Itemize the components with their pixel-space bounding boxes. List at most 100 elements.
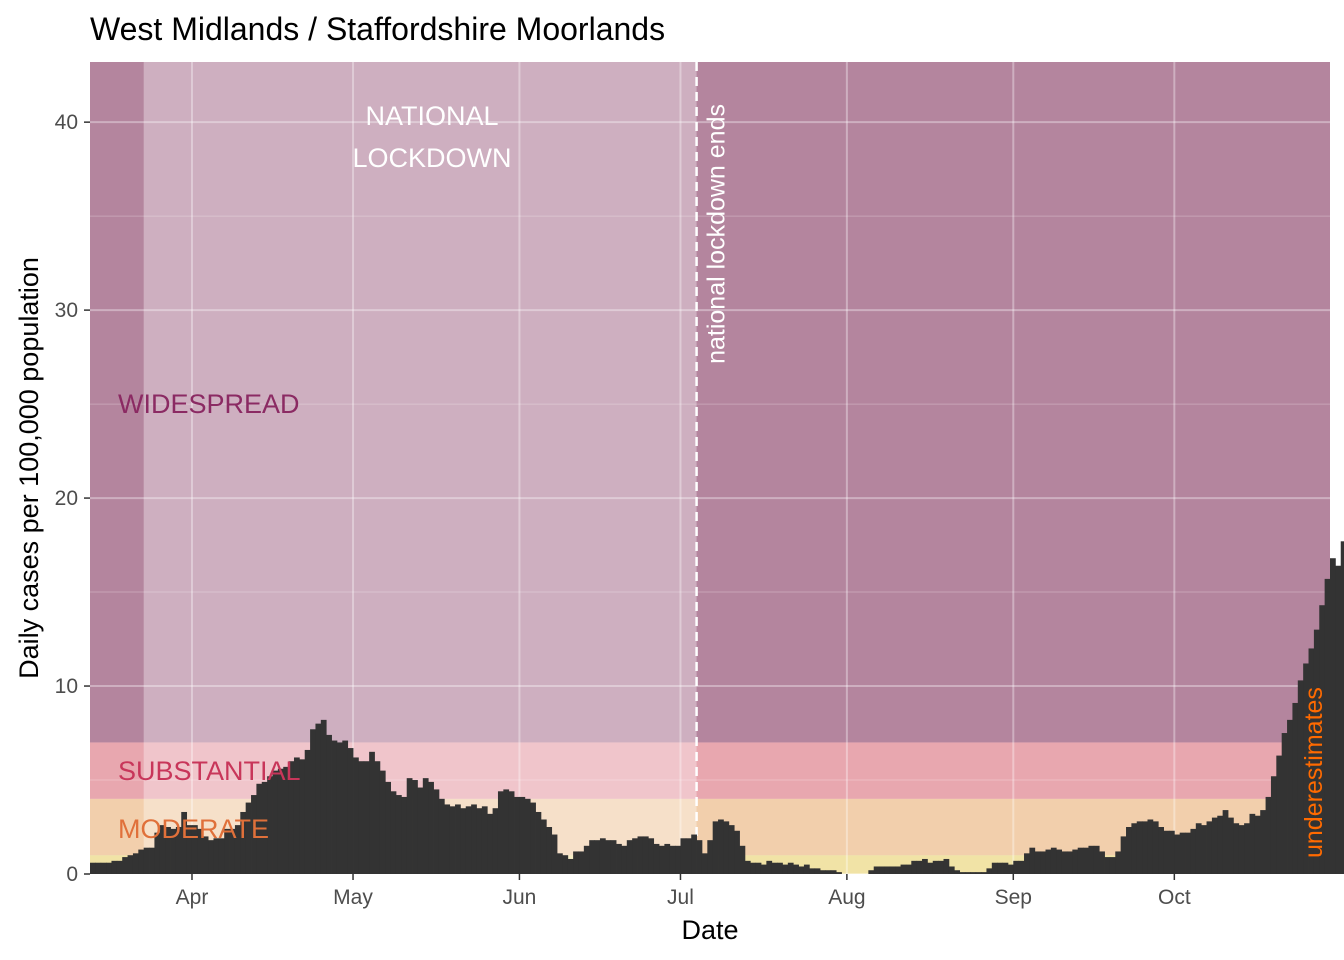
lockdown-overlay (143, 62, 698, 874)
lockdown-label-line2: LOCKDOWN (352, 143, 511, 173)
bar (975, 872, 982, 874)
bar (621, 845, 628, 874)
bar (449, 806, 456, 874)
lockdown-end-label: national lockdown ends (703, 104, 731, 364)
bar (476, 808, 483, 874)
bar (696, 840, 703, 874)
bar (1007, 864, 1014, 874)
bar (154, 832, 161, 874)
bar (820, 870, 826, 874)
bar (175, 827, 182, 874)
bar (798, 866, 805, 874)
bar (181, 811, 188, 874)
bar (916, 860, 923, 874)
bar (637, 836, 644, 874)
bar (213, 838, 220, 874)
bar (1313, 629, 1320, 874)
bar (524, 798, 531, 874)
bar (530, 802, 536, 874)
bar (970, 872, 977, 874)
bar (610, 840, 617, 874)
bar (1142, 821, 1148, 874)
bar (320, 719, 327, 874)
bar (932, 860, 939, 874)
bar (1330, 558, 1336, 874)
bar (546, 827, 553, 874)
bar (165, 827, 171, 874)
y-tick-label: 40 (55, 111, 78, 134)
bar (1308, 648, 1315, 874)
bar (1077, 847, 1084, 874)
bar (803, 864, 810, 874)
bar (594, 840, 601, 874)
bar (277, 768, 284, 874)
bar (1066, 851, 1073, 874)
bar (428, 781, 434, 874)
bar (701, 853, 708, 874)
bar (138, 849, 145, 874)
bar (889, 866, 896, 874)
bar (836, 872, 842, 874)
bar (379, 770, 386, 874)
bar (390, 791, 397, 874)
bar (433, 789, 440, 874)
bar (1050, 847, 1057, 874)
bar (1179, 832, 1186, 874)
bar (358, 761, 365, 874)
bar (632, 838, 638, 874)
bar (497, 791, 504, 874)
bar (1249, 813, 1256, 874)
x-tick-label: Sep (995, 886, 1032, 909)
bar (1002, 862, 1009, 874)
bar (1158, 827, 1164, 874)
bar (777, 862, 783, 874)
bar (95, 862, 102, 874)
bar (685, 838, 692, 874)
bar (1228, 817, 1234, 874)
bar (927, 862, 934, 874)
bar (159, 825, 166, 874)
bar (1013, 860, 1020, 874)
bar (288, 761, 295, 874)
x-tick-label: May (333, 886, 373, 909)
bar (814, 868, 821, 874)
band-label-moderate: MODERATE (118, 814, 269, 844)
bar (455, 804, 461, 874)
bar (540, 819, 547, 874)
bar (122, 857, 128, 874)
bar (508, 791, 515, 874)
bar (642, 836, 649, 874)
bar (438, 798, 445, 874)
bar (1104, 857, 1111, 874)
bar (460, 808, 467, 874)
bar (567, 858, 574, 874)
bar (191, 825, 198, 874)
bar (272, 770, 279, 874)
bar (938, 860, 944, 874)
bar (680, 838, 687, 874)
bar (1115, 851, 1122, 874)
band-label-widespread: WIDESPREAD (118, 389, 300, 419)
bar (412, 780, 418, 874)
bar (417, 787, 424, 874)
bar (884, 866, 891, 874)
band-label-substantial: SUBSTANTIAL (118, 756, 301, 786)
bar (589, 840, 595, 874)
bar (997, 862, 1003, 874)
bar (734, 830, 740, 874)
x-axis-label: Date (681, 915, 738, 945)
axes: 0 10 20 30 40 Apr May Jun Jul Aug Sep Oct (55, 111, 1191, 909)
bar (1195, 823, 1202, 874)
bar (1088, 845, 1095, 874)
bar (583, 845, 590, 874)
bar (750, 862, 757, 874)
bar (342, 740, 349, 874)
bar (1185, 832, 1191, 874)
bar (1131, 823, 1138, 874)
bar (395, 795, 402, 874)
bar (1040, 851, 1046, 874)
bar (1093, 845, 1100, 874)
bar (1238, 825, 1245, 874)
bar (1168, 830, 1175, 874)
bar (331, 740, 338, 874)
